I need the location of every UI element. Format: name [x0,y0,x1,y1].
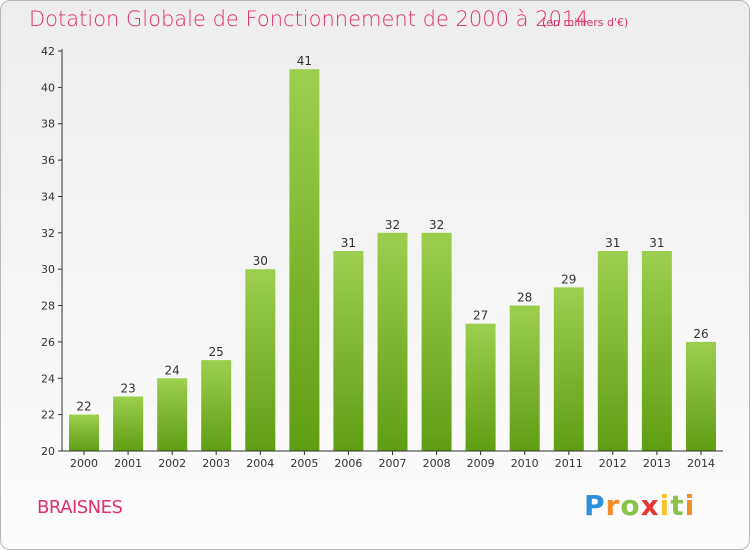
data-label-2008: 32 [429,218,444,232]
data-label-2010: 28 [517,291,532,305]
data-label-2014: 26 [693,327,708,341]
y-tick-label-40: 40 [41,81,55,94]
bar-2014 [686,341,716,451]
y-tick-label-34: 34 [41,191,55,204]
bar-2005 [289,69,320,451]
bar-2011 [553,287,584,451]
x-tick-label-2004: 2004 [246,457,274,470]
y-tick-label-22: 22 [41,409,55,422]
x-tick-label-2007: 2007 [379,457,407,470]
data-label-2012: 31 [605,236,620,250]
x-tick-label-2000: 2000 [70,457,98,470]
y-tick-label-28: 28 [41,300,55,313]
x-tick-label-2001: 2001 [114,457,142,470]
data-label-2004: 30 [253,254,268,268]
x-tick-label-2010: 2010 [511,457,539,470]
x-tick-label-2011: 2011 [555,457,583,470]
commune-name: BRAISNES [37,497,123,518]
y-tick-label-36: 36 [41,154,55,167]
x-tick-label-2002: 2002 [158,457,186,470]
x-tick-label-2006: 2006 [334,457,362,470]
bar-2003 [201,360,232,451]
bar-2002 [157,378,188,451]
chart-title: Dotation Globale de Fonctionnement de 20… [29,7,589,31]
y-tick-label-20: 20 [41,445,55,458]
data-label-2006: 31 [341,236,356,250]
bar-2000 [69,414,99,451]
bar-2007 [377,232,408,451]
bar-2012 [597,251,628,451]
x-tick-label-2003: 2003 [202,457,230,470]
proxiti-logo[interactable]: Proxiti [584,489,696,522]
chart-unit: (en milliers d'€) [542,16,629,29]
bar-2008 [421,232,452,451]
data-label-2013: 31 [649,236,664,250]
y-tick-label-38: 38 [41,118,55,131]
y-tick-label-26: 26 [41,336,55,349]
x-tick-label-2005: 2005 [290,457,318,470]
y-tick-label-24: 24 [41,372,55,385]
y-tick-label-42: 42 [41,45,55,58]
bar-2013 [641,251,672,451]
data-label-2009: 27 [473,309,488,323]
data-label-2005: 41 [297,54,312,68]
data-label-2011: 29 [561,272,576,286]
x-tick-label-2013: 2013 [643,457,671,470]
x-tick-label-2008: 2008 [423,457,451,470]
x-tick-label-2012: 2012 [599,457,627,470]
bar-2006 [333,251,364,451]
y-tick-label-30: 30 [41,263,55,276]
axes: 2000 2001 2002 2003 2004 2005 2006 2007 2008 2009… [41,45,723,470]
bar-2010 [509,305,540,451]
data-label-2007: 32 [385,218,400,232]
y-tick-label-32: 32 [41,227,55,240]
bar-2001 [113,396,144,451]
data-label-2002: 24 [165,363,180,377]
x-tick-label-2014: 2014 [687,457,715,470]
bar-2009 [465,323,496,451]
data-label-2003: 25 [209,345,224,359]
bar-2004 [245,269,276,451]
data-label-2001: 23 [120,382,135,396]
bars [69,69,716,451]
data-labels: 22 23 24 25 30 41 31 32 32 27 28 29 31 31 26 [76,54,708,413]
data-label-2000: 22 [76,400,91,414]
x-tick-label-2009: 2009 [467,457,495,470]
